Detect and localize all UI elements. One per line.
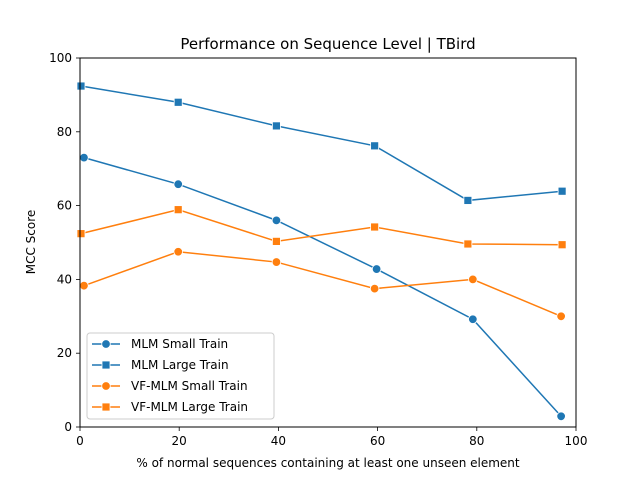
data-point	[79, 280, 89, 291]
series-3	[79, 247, 566, 322]
data-point	[463, 196, 473, 205]
x-tick-label: 100	[565, 434, 588, 448]
data-point	[271, 215, 282, 226]
data-point	[463, 239, 473, 249]
plot-frame	[79, 57, 577, 428]
legend-item: MLM Small Train	[92, 337, 228, 351]
legend-marker	[101, 381, 111, 391]
series-line	[83, 156, 562, 417]
series-line	[80, 208, 563, 246]
x-tick-label: 60	[370, 434, 385, 448]
data-point	[468, 274, 478, 285]
legend-label: MLM Large Train	[131, 358, 229, 372]
data-point	[76, 81, 86, 91]
data-point	[272, 236, 281, 246]
data-point	[557, 186, 567, 196]
data-point	[271, 257, 282, 267]
x-axis: 0 20 40 60 80 100	[76, 427, 587, 448]
y-tick-label: 0	[64, 420, 72, 434]
data-point	[556, 411, 566, 421]
data-point	[173, 247, 183, 257]
data-point	[371, 264, 382, 274]
y-tick-label: 80	[57, 125, 72, 139]
legend-box	[86, 332, 275, 420]
legend-label: MLM Small Train	[131, 337, 228, 351]
y-tick-label: 100	[49, 51, 72, 65]
y-axis-label: MCC Score	[24, 210, 38, 275]
legend-item: MLM Large Train	[92, 358, 229, 372]
data-point	[370, 222, 380, 232]
y-axis: 0 20 40 60 80 100	[49, 51, 80, 434]
legend-label: VF-MLM Large Train	[131, 400, 248, 414]
data-point	[173, 205, 183, 215]
series-line	[83, 250, 562, 317]
x-tick-label: 80	[469, 434, 484, 448]
data-point	[556, 311, 566, 322]
data-point	[272, 121, 281, 131]
legend: MLM Small Train MLM Large Train VF-MLM Sma…	[86, 332, 275, 420]
data-point	[370, 141, 380, 151]
x-tick-label: 20	[172, 434, 187, 448]
x-axis-label: % of normal sequences containing at leas…	[136, 456, 520, 470]
legend-item: VF-MLM Large Train	[92, 400, 248, 414]
legend-label: VF-MLM Small Train	[131, 379, 248, 393]
y-tick-label: 60	[57, 199, 72, 213]
series-4	[76, 205, 567, 250]
chart-title: Performance on Sequence Level | TBird	[180, 35, 475, 53]
series-1	[79, 152, 566, 421]
legend-marker	[101, 360, 111, 370]
series-line	[80, 85, 563, 202]
data-point	[76, 229, 86, 239]
y-tick-label: 20	[57, 346, 72, 360]
data-point	[557, 240, 567, 250]
data-point	[468, 314, 478, 324]
data-point	[173, 97, 183, 107]
series-2	[76, 81, 567, 205]
y-tick-label: 40	[57, 272, 72, 286]
data-point	[173, 179, 183, 189]
x-tick-label: 40	[271, 434, 286, 448]
legend-marker	[101, 339, 111, 349]
data-point	[79, 152, 89, 163]
data-point	[369, 283, 380, 294]
x-tick-label: 0	[76, 434, 84, 448]
legend-marker	[101, 402, 111, 412]
plot-area	[76, 81, 567, 421]
legend-item: VF-MLM Small Train	[92, 379, 248, 393]
